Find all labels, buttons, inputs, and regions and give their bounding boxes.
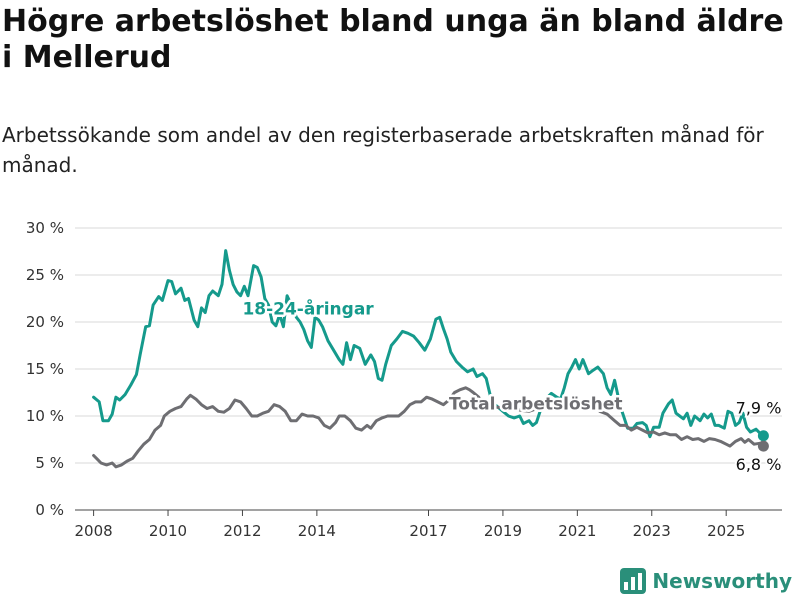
series-labels: 18-24-åringar Total arbetslöshet 7,9 % 6,8 … bbox=[240, 295, 783, 476]
y-tick-label: 30 % bbox=[26, 219, 64, 237]
y-axis: 0 % 5 % 10 % 15 % 20 % 25 % 30 % bbox=[26, 219, 64, 519]
y-tick-label: 0 % bbox=[35, 501, 64, 519]
brand-logo: Newsworthy bbox=[620, 568, 792, 594]
gridlines bbox=[75, 227, 782, 511]
y-tick-label: 15 % bbox=[26, 360, 64, 378]
x-tick-label: 2012 bbox=[223, 522, 261, 540]
x-tick-label: 2021 bbox=[558, 522, 596, 540]
x-tick-label: 2014 bbox=[298, 522, 336, 540]
bar-chart-logo-icon bbox=[620, 568, 647, 594]
y-tick-label: 5 % bbox=[35, 454, 64, 472]
brand-name: Newsworthy bbox=[652, 569, 792, 593]
x-tick-label: 2025 bbox=[707, 522, 745, 540]
series-end-point-1 bbox=[757, 440, 769, 452]
chart-title: Högre arbetslöshet bland unga än bland ä… bbox=[2, 4, 784, 75]
y-tick-label: 20 % bbox=[26, 313, 64, 331]
chart-subtitle: Arbetssökande som andel av den registerb… bbox=[2, 123, 764, 177]
y-tick-label: 25 % bbox=[26, 266, 64, 284]
series-lines bbox=[92, 249, 769, 469]
series-name-label-1: Total arbetslöshet bbox=[449, 394, 623, 414]
series-line-1 bbox=[92, 386, 765, 469]
line-chart: 0 %5 %10 %15 %20 %25 %30 % 2008 2010 2012 2… bbox=[26, 219, 784, 540]
series-end-point-0 bbox=[757, 430, 769, 442]
x-tick-label: 2019 bbox=[484, 522, 522, 540]
x-tick-label: 2017 bbox=[409, 522, 447, 540]
series-name-label-0: 18-24-åringar bbox=[242, 297, 374, 319]
series-line-0 bbox=[92, 249, 765, 439]
x-tick-label: 2023 bbox=[633, 522, 671, 540]
x-tick-label: 2010 bbox=[149, 522, 187, 540]
x-tick-label: 2008 bbox=[75, 522, 113, 540]
series-end-label-1: 6,8 % bbox=[736, 455, 782, 474]
series-end-label-0: 7,9 % bbox=[736, 399, 782, 418]
y-tick-label: 10 % bbox=[26, 407, 64, 425]
x-axis: 2008 2010 2012 2014 2017 2019 2021 2023 2025 bbox=[75, 510, 745, 540]
